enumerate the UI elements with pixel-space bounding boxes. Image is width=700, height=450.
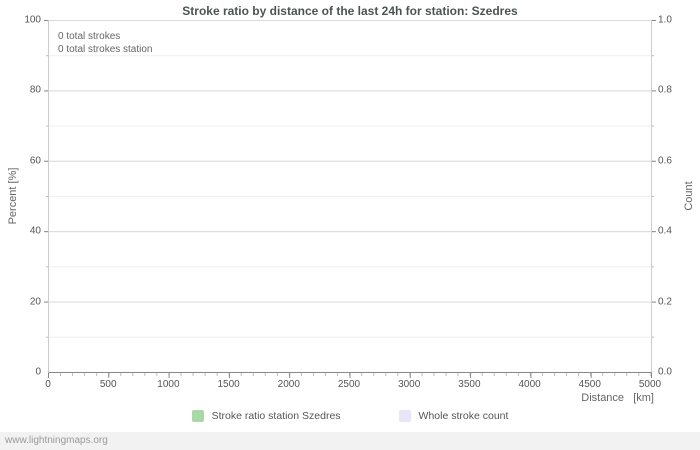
y-axis-left-ticks: 100 80 60 40 20 0 xyxy=(0,15,43,378)
y-right-tick: 0.8 xyxy=(658,84,672,96)
stroke-count-swatch-icon xyxy=(398,410,411,422)
y-axis-right-tickmarks xyxy=(652,20,656,372)
x-tick: 3500 xyxy=(458,379,481,390)
x-axis-ticks: 0 500 1000 1500 2000 2500 3000 3500 4000… xyxy=(45,379,661,391)
x-axis-tickmarks xyxy=(48,373,652,378)
legend-item-stroke-count: Whole stroke count xyxy=(398,410,509,422)
y-axis-left-label: Percent [%] xyxy=(7,167,19,225)
stroke-ratio-swatch-icon xyxy=(191,410,204,422)
y-left-tick: 100 xyxy=(24,14,41,26)
y-right-tick: 0.2 xyxy=(658,296,672,308)
watermark-link[interactable]: www.lightningmaps.org xyxy=(5,435,108,446)
y-right-tick: 0.4 xyxy=(658,225,672,237)
legend-item-stroke-ratio: Stroke ratio station Szedres xyxy=(191,410,341,422)
total-strokes-text: 0 total strokes xyxy=(58,31,121,42)
footer-bar: www.lightningmaps.org xyxy=(0,432,700,450)
x-tick: 2500 xyxy=(337,379,361,390)
x-tick: 4000 xyxy=(518,379,541,390)
total-strokes-station-text: 0 total strokes station xyxy=(58,44,153,55)
x-tick: 1000 xyxy=(157,379,180,390)
y-left-tick: 20 xyxy=(29,296,41,308)
legend-label: Stroke ratio station Szedres xyxy=(211,410,341,422)
x-tick: 4500 xyxy=(578,379,601,390)
x-tick: 3000 xyxy=(398,379,421,390)
y-right-tick: 1.0 xyxy=(658,14,672,26)
legend: Stroke ratio station Szedres Whole strok… xyxy=(0,410,700,422)
chart-title: Stroke ratio by distance of the last 24h… xyxy=(182,4,518,18)
x-axis-label: Distance [km] xyxy=(581,392,654,404)
y-left-tick: 0 xyxy=(35,366,41,378)
y-left-tick: 60 xyxy=(29,155,41,167)
y-left-tick: 80 xyxy=(29,84,41,96)
y-right-tick: 0.0 xyxy=(658,366,672,378)
y-axis-right-ticks: 1.0 0.8 0.6 0.4 0.2 0.0 xyxy=(658,15,698,378)
y-axis-right-label: Count xyxy=(683,181,695,211)
x-tick: 2000 xyxy=(277,379,300,390)
x-tick: 1500 xyxy=(217,379,240,390)
x-tick: 5000 xyxy=(638,379,662,390)
y-left-tick: 40 xyxy=(29,225,41,237)
x-tick: 0 xyxy=(45,379,51,390)
plot-area xyxy=(48,20,652,373)
legend-label: Whole stroke count xyxy=(418,410,509,422)
y-right-tick: 0.6 xyxy=(658,155,672,167)
x-tick: 500 xyxy=(99,379,117,390)
y-axis-left-tickmarks xyxy=(44,20,48,372)
totals-annotation: 0 total strokes 0 total strokes station xyxy=(58,30,153,56)
